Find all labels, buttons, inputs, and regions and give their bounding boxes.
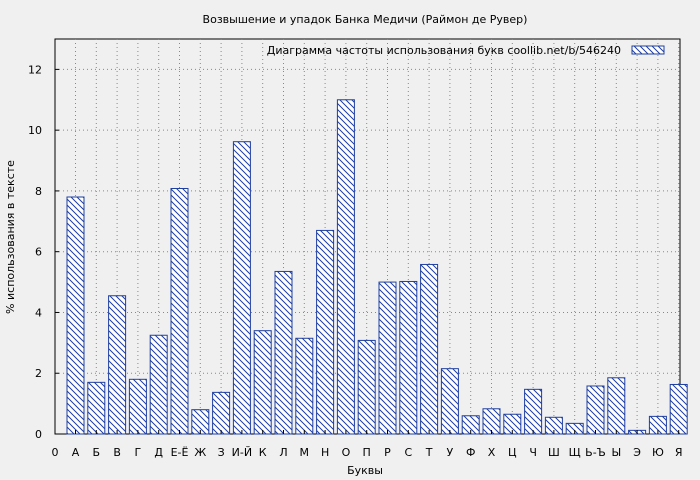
y-tick-label: 6 [35,246,42,259]
bar-Г [128,378,147,435]
x-tick-label: А [72,446,80,459]
bar-Н [316,229,335,435]
x-tick-label: У [447,446,454,459]
x-tick-label: Е-Ё [171,446,189,459]
x-tick-label: П [363,446,371,459]
x-tick-label: Ш [548,446,560,459]
x-tick-label: Н [321,446,329,459]
x-tick-label: Г [135,446,142,459]
x-tick-label: Ж [194,446,206,459]
x-axis-ticks: А Б В Г Д Е-Ё Ж З И-Й К Л М Н О П Р С Т У Ф Х Ц Ч Ш Щ Ь-Ъ Ы Э Ю Я [72,430,683,459]
bar-Т [420,263,439,435]
bar-М [295,337,314,435]
x-tick-label: Ч [529,446,537,459]
x-axis-label: Буквы [347,464,383,477]
legend-label: Диаграмма частоты использования букв coo… [267,44,621,57]
x-tick-label: Р [384,446,391,459]
x-tick-label: И-Й [232,446,252,459]
x-tick-label: Я [675,446,683,459]
x-tick-label: Ь-Ъ [585,446,606,459]
bar-Ы [607,377,626,435]
grid-lines [55,39,680,434]
bar-С [399,280,418,435]
bar-Д [149,334,168,435]
x-tick-label: Ю [652,446,664,459]
y-tick-label: 4 [35,306,42,319]
bar-Л [274,270,293,435]
x-tick-label: Щ [569,446,581,459]
bar-И-Й [232,141,251,435]
y-tick-label: 2 [35,367,42,380]
legend-swatch [631,45,665,55]
x-tick-label: О [342,446,351,459]
x-tick-label: Х [488,446,496,459]
bar-Б [87,381,106,435]
bar-Р [378,281,397,435]
x-tick-label: Ы [611,446,621,459]
x-tick-label: Д [154,446,163,459]
bar-В [108,295,127,435]
bar-Я [669,383,688,435]
x-tick-label: Ц [508,446,517,459]
x-tick-label: М [300,446,310,459]
bars [66,99,688,435]
x-tick-label: Т [425,446,433,459]
bar-О [336,99,355,435]
bar-З [212,391,231,435]
bar-Ь-Ъ [586,385,605,435]
legend: Диаграмма частоты использования букв coo… [267,44,665,57]
bar-А [66,196,85,435]
x-tick-label: Л [279,446,287,459]
x-tick-label: Э [633,446,641,459]
x-tick-label: З [218,446,225,459]
x-tick-label: К [259,446,267,459]
bar-Е-Ё [170,187,189,435]
x-tick-label: В [113,446,121,459]
chart-title: Возвышение и упадок Банка Медичи (Раймон… [203,13,528,26]
x-tick-label: Б [93,446,101,459]
x-origin-tick-label: 0 [52,446,59,459]
y-tick-label: 0 [35,428,42,441]
bar-П [357,339,376,435]
y-tick-label: 12 [28,63,42,76]
y-axis-label: % использования в тексте [4,160,17,314]
bar-К [253,330,272,435]
x-tick-label: С [404,446,412,459]
y-tick-label: 8 [35,185,42,198]
bar-У [440,368,459,435]
y-tick-label: 10 [28,124,42,137]
x-tick-label: Ф [466,446,475,459]
y-axis-ticks: 0 2 4 6 8 10 12 [28,63,59,441]
bar-Ч [524,388,543,435]
